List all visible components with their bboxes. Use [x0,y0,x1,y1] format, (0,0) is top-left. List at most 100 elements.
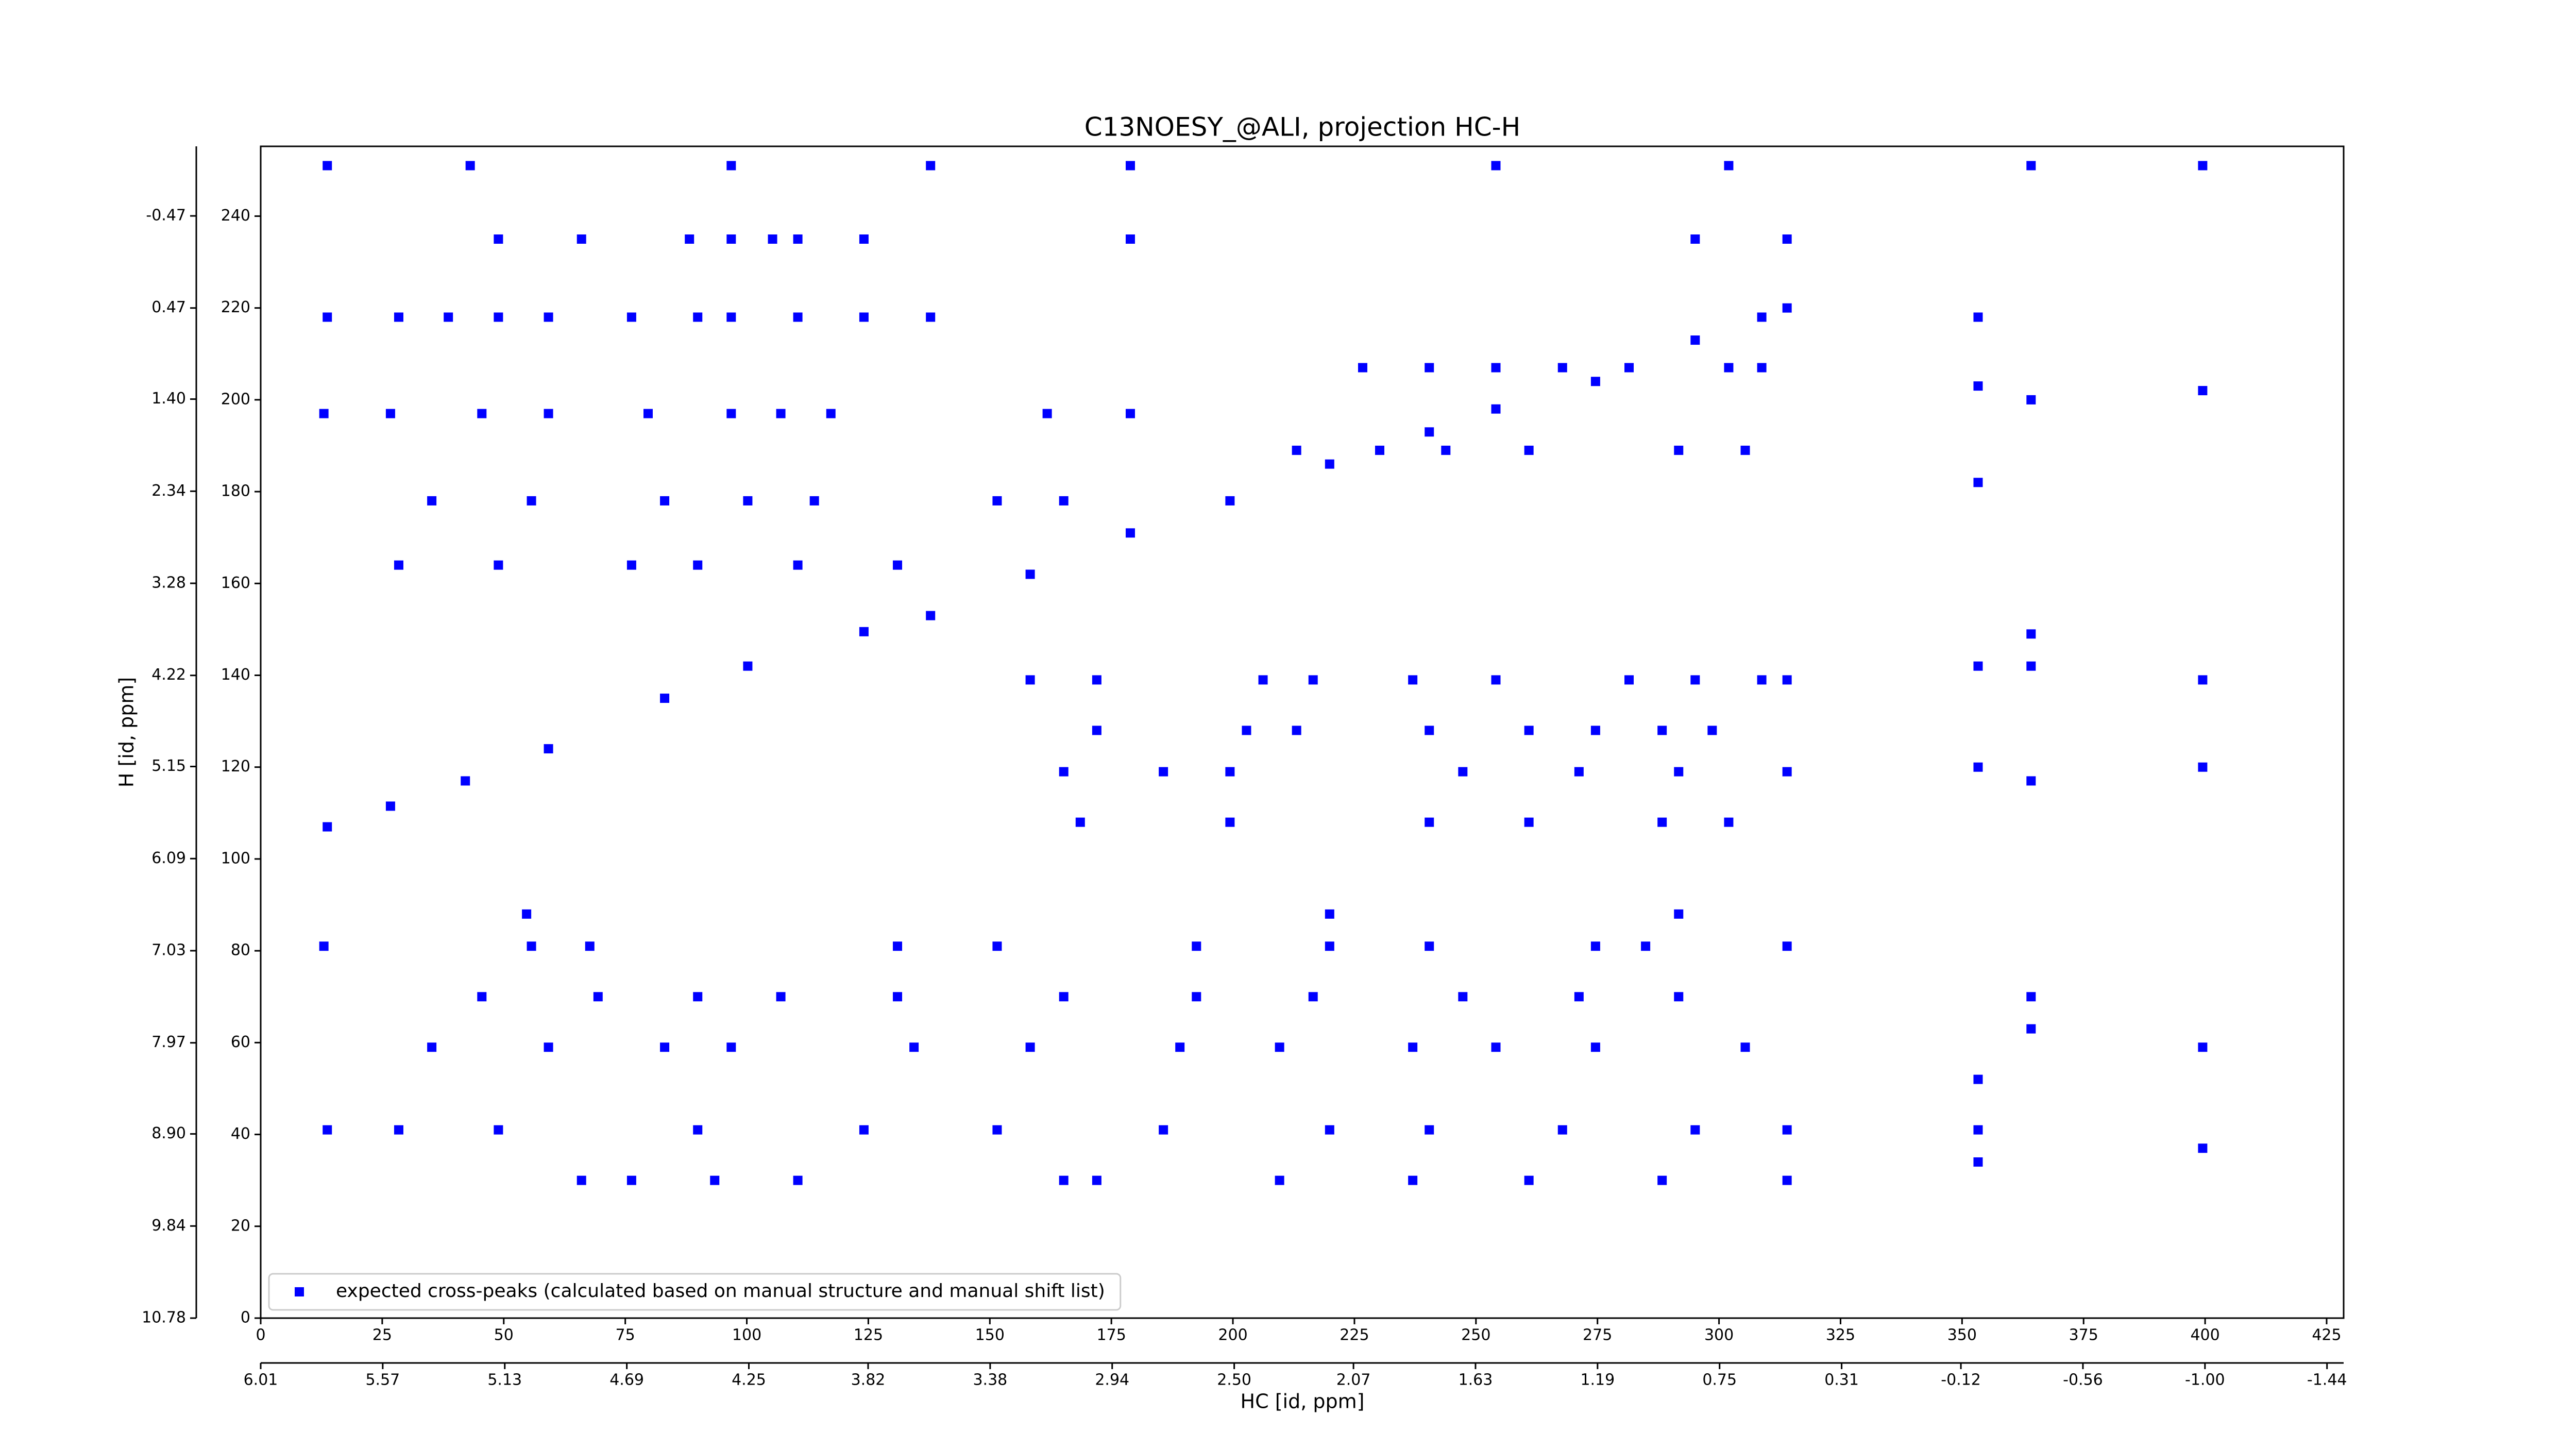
cross-peak [1125,528,1135,538]
cross-peak [2026,1024,2036,1034]
x-tick-label: 375 [2069,1326,2098,1344]
cross-peak [1308,992,1318,1002]
cross-peak [1225,817,1235,827]
cross-peak [1491,675,1501,685]
cross-peak [323,312,332,322]
cross-peak [2198,1042,2208,1052]
cross-peak [323,1125,332,1135]
cross-peak [1491,404,1501,414]
y2-tick-label: -0.47 [146,206,186,224]
cross-peak [494,560,503,570]
cross-peak [544,1042,553,1052]
cross-peak [544,409,553,418]
cross-peak [1092,726,1101,735]
cross-peak [1325,941,1334,951]
cross-peak [1782,234,1792,244]
cross-peak [1590,377,1600,386]
cross-peak [1425,427,1434,437]
cross-peak [1292,445,1301,455]
cross-peak [385,409,395,418]
x2-tick-label: -0.56 [2063,1371,2103,1389]
legend-box [268,1273,1122,1311]
x-tick-label: 250 [1461,1326,1490,1344]
cross-peak [1524,817,1534,827]
cross-peak [1075,817,1085,827]
cross-peak [1973,312,1983,322]
x-tick-label: 300 [1704,1326,1734,1344]
cross-peak [1524,726,1534,735]
cross-peak [1782,303,1792,313]
cross-peak [1092,675,1101,685]
cross-peak [793,312,803,322]
x-tick-label: 400 [2190,1326,2219,1344]
cross-peak [2026,395,2036,405]
cross-peak [1125,161,1135,171]
cross-peak [1491,161,1501,171]
cross-peak [992,941,1002,951]
cross-peak [1275,1175,1284,1185]
x-tick-label: 225 [1340,1326,1369,1344]
cross-peak [660,694,670,703]
cross-peak [626,560,636,570]
cross-peak [776,992,786,1002]
cross-peak [1192,941,1201,951]
cross-peak [477,409,487,418]
cross-peak [1624,675,1634,685]
x2-tick-label: -0.12 [1941,1371,1981,1389]
cross-peak [643,409,653,418]
cross-peak [710,1175,720,1185]
cross-peak [323,822,332,832]
cross-peak [1125,409,1135,418]
cross-peak [1724,363,1734,373]
legend-marker [295,1287,304,1296]
cross-peak [527,941,536,951]
cross-peak [726,234,736,244]
cross-peak [776,409,786,418]
cross-peak [1782,1125,1792,1135]
cross-peak [1325,1125,1334,1135]
cross-peak [1590,941,1600,951]
cross-peak [793,234,803,244]
y2-tick-label: 7.97 [151,1033,186,1051]
cross-peak [1524,445,1534,455]
cross-peak [1690,234,1700,244]
cross-peak [1782,941,1792,951]
cross-peak [893,560,903,570]
y2-tick-label: 3.28 [151,574,186,592]
cross-peak [726,1042,736,1052]
x-tick-label: 200 [1218,1326,1247,1344]
cross-peak [926,161,936,171]
cross-peak [319,941,329,951]
cross-peak [693,1125,703,1135]
cross-peak [394,560,403,570]
cross-peak [1175,1042,1185,1052]
cross-peak [660,1042,670,1052]
x-tick-label: 0 [256,1326,265,1344]
cross-peak [660,496,670,506]
x-tick-label: 25 [372,1326,392,1344]
cross-peak [1657,817,1667,827]
cross-peak [494,1125,503,1135]
y2-tick-label: 1.40 [151,390,186,408]
y-tick-label: 220 [221,298,250,316]
y2-tick-label: 9.84 [151,1217,186,1235]
cross-peak [768,234,777,244]
cross-peak [1258,675,1268,685]
cross-peak [494,234,503,244]
cross-peak [743,661,753,671]
cross-peak [893,941,903,951]
y2-tick-label: 10.78 [142,1309,186,1327]
cross-peak [693,992,703,1002]
cross-peak [1425,363,1434,373]
x-tick-label: 325 [1826,1326,1855,1344]
cross-peak [1724,817,1734,827]
y-tick-label: 140 [221,666,250,684]
x2-tick-label: -1.44 [2307,1371,2347,1389]
cross-peak [1059,767,1069,777]
cross-peak [859,312,869,322]
cross-peak [1325,459,1334,469]
cross-peak [1092,1175,1101,1185]
cross-peak [444,312,453,322]
x-tick-label: 350 [1947,1326,1977,1344]
cross-peak [1690,675,1700,685]
